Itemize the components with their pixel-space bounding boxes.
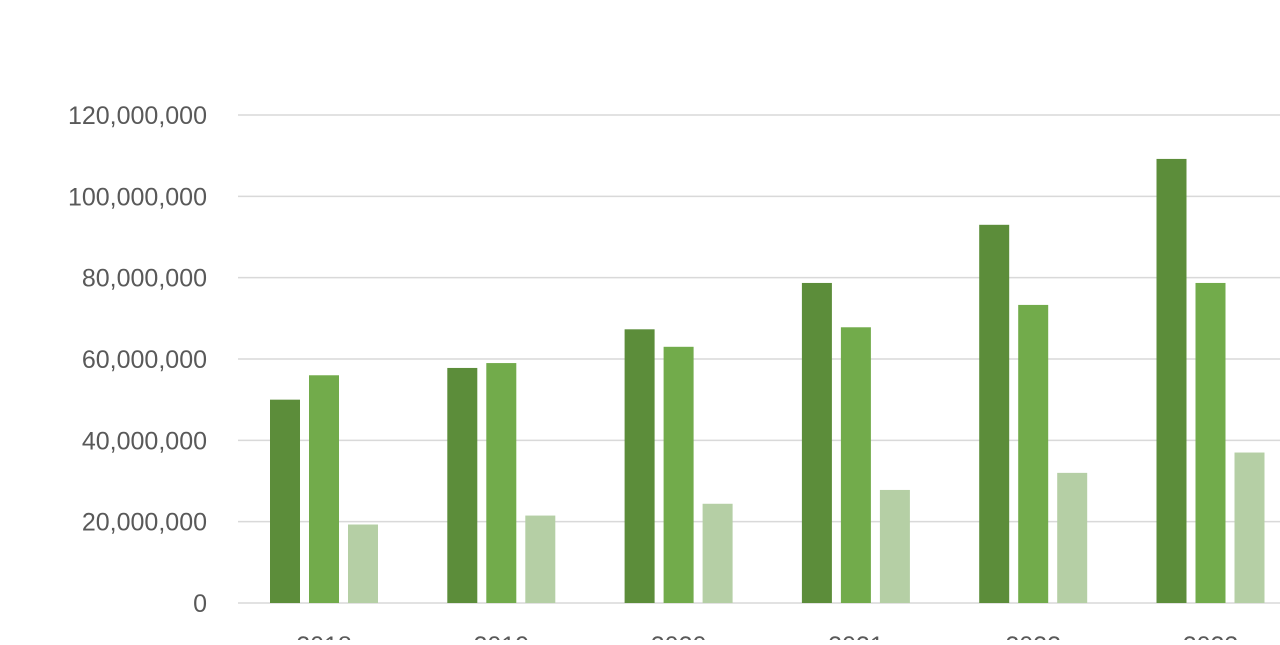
bar-2021-series-2 <box>840 327 871 603</box>
bar-2018-series-1 <box>270 399 300 603</box>
y-tick-label: 100,000,000 <box>68 183 207 211</box>
bar-2022-series-2 <box>1018 304 1049 603</box>
y-tick-label: 120,000,000 <box>68 102 207 130</box>
bar-2021-series-1 <box>801 282 832 603</box>
y-tick-label: 20,000,000 <box>82 509 207 537</box>
bars <box>270 158 1265 604</box>
gridlines <box>238 114 1280 604</box>
bar-2023-series-1 <box>1156 158 1187 604</box>
bar-2019-series-2 <box>486 363 517 603</box>
bar-2019-series-1 <box>447 367 478 603</box>
bar-2022-series-3 <box>1057 472 1088 603</box>
bar-2023-series-3 <box>1234 452 1265 603</box>
x-tick-label-2023: 2023 <box>1183 632 1239 640</box>
x-tick-label-2019: 2019 <box>473 632 529 640</box>
y-tick-label: 0 <box>193 590 207 618</box>
y-axis-tick-labels: 0 20,000,000 40,000,000 60,000,000 80,000,00… <box>68 102 207 618</box>
bar-2018-series-2 <box>309 375 339 603</box>
y-tick-label: 80,000,000 <box>82 265 207 293</box>
bar-2020-series-2 <box>663 346 694 603</box>
x-axis-tick-labels: 2018 2019 2020 2021 2022 2023 <box>296 632 1239 645</box>
bar-2020-series-3 <box>702 503 733 603</box>
bar-2019-series-3 <box>525 515 556 603</box>
x-tick-label-2020: 2020 <box>651 632 707 640</box>
bar-2020-series-1 <box>624 329 655 603</box>
bar-2022-series-1 <box>979 224 1010 604</box>
bar-2023-series-2 <box>1195 282 1226 603</box>
bar-2018-series-3 <box>348 524 378 603</box>
y-tick-label: 40,000,000 <box>82 427 207 455</box>
x-tick-label-2018: 2018 <box>296 632 352 640</box>
x-tick-label-2021: 2021 <box>828 632 884 640</box>
y-tick-label: 60,000,000 <box>82 346 207 374</box>
x-tick-label-2022: 2022 <box>1005 632 1061 640</box>
bar-2021-series-3 <box>879 489 910 603</box>
